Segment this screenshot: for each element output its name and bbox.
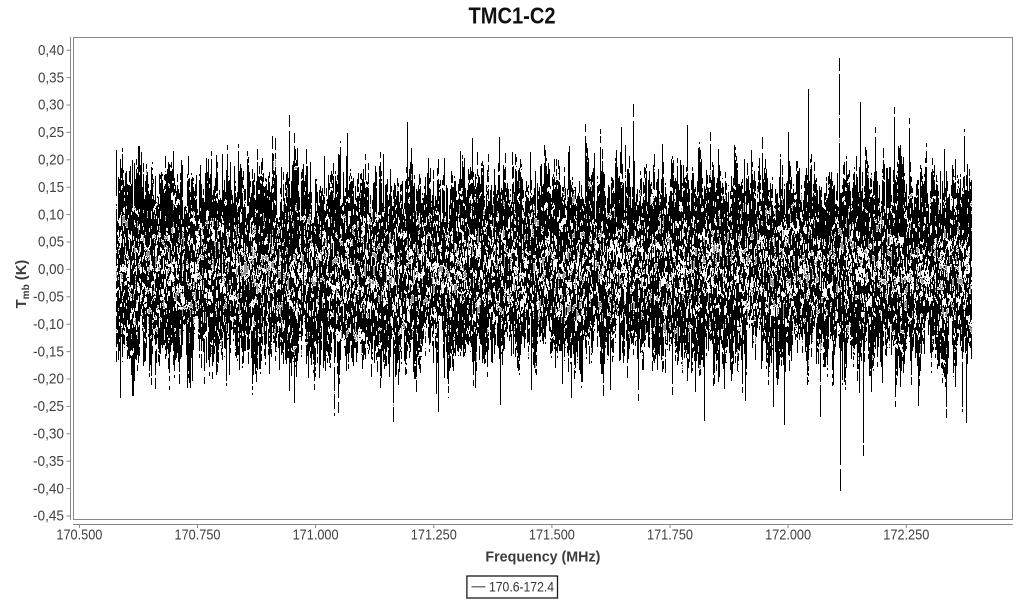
svg-text:-0,45: -0,45 [33,509,64,525]
svg-text:-0,40: -0,40 [33,481,64,497]
svg-text:0,40: 0,40 [38,43,64,59]
svg-text:0,25: 0,25 [38,125,64,141]
svg-text:0,10: 0,10 [38,207,64,223]
svg-text:-0,05: -0,05 [33,290,64,306]
svg-text:171.000: 171.000 [293,528,339,544]
svg-text:-0,35: -0,35 [33,454,64,470]
svg-text:-0,10: -0,10 [33,317,64,333]
svg-text:0,30: 0,30 [38,98,64,114]
svg-text:170.6-172.4: 170.6-172.4 [489,580,554,595]
svg-text:-0,30: -0,30 [33,427,64,443]
svg-text:0,00: 0,00 [38,262,64,278]
svg-text:170.750: 170.750 [175,528,221,544]
svg-text:171.250: 171.250 [411,528,457,544]
svg-text:0,05: 0,05 [38,235,64,251]
svg-text:TMC1-C2: TMC1-C2 [469,3,556,29]
svg-text:0,15: 0,15 [38,180,64,196]
svg-text:0,35: 0,35 [38,70,64,86]
svg-text:-0,25: -0,25 [33,399,64,415]
svg-text:0,20: 0,20 [38,153,64,169]
svg-text:-0,20: -0,20 [33,372,64,388]
svg-text:171.750: 171.750 [647,528,693,544]
svg-text:172.000: 172.000 [765,528,811,544]
svg-text:-0,15: -0,15 [33,344,64,360]
svg-text:Tmb (K): Tmb (K) [14,260,32,309]
svg-text:170.500: 170.500 [56,528,102,544]
svg-text:172.250: 172.250 [883,528,929,544]
svg-text:Frequency (MHz): Frequency (MHz) [485,549,600,565]
svg-text:171.500: 171.500 [529,528,575,544]
